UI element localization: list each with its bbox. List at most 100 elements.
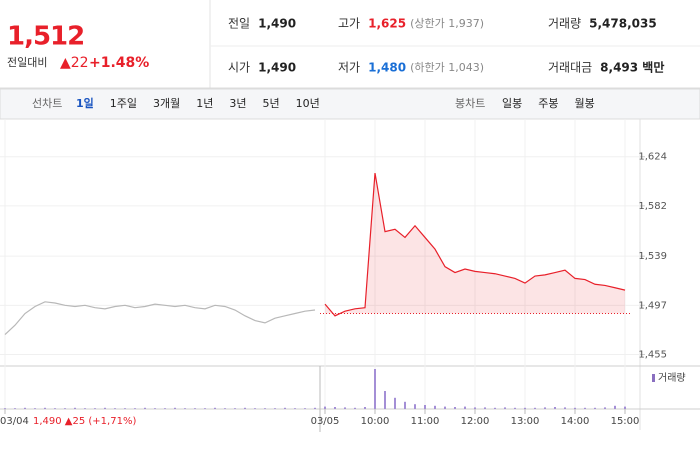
volume-bar [104,407,106,409]
change-rate: +1.48% [89,55,149,71]
volume-bar [404,401,406,409]
volume-bar [584,407,586,409]
volume-bar [94,408,96,409]
x-tick-label: 15:00 [611,416,640,427]
volume-bar [184,408,186,409]
x-tick-label: 10:00 [361,416,390,427]
tab[interactable]: 1주일 [110,96,137,110]
stat-value: 1,490 [258,61,296,75]
volume-bar [274,408,276,409]
tab[interactable]: 3개월 [153,97,180,110]
volume-bar [74,407,76,409]
volume-bar [54,408,56,409]
volume-bar [44,407,46,409]
volume-bar [24,407,26,409]
volume-bar [414,404,416,409]
x-tick-label: 03/05 [311,416,340,427]
volume-bar [454,407,456,409]
volume-bar [384,391,386,409]
stat-label: 전일 [228,17,250,31]
tab[interactable]: 1년 [196,97,213,110]
volume-bar [244,407,246,409]
volume-bar [154,408,156,409]
volume-bar [124,408,126,409]
legend-swatch [652,374,655,382]
stat-value: 1,625 [368,17,406,31]
tab[interactable]: 월봉 [575,97,595,110]
volume-bar [464,406,466,409]
x-tick-label: 13:00 [511,416,540,427]
stat-note: (상한가 1,937) [410,17,484,30]
volume-bar [334,407,336,409]
volume-bar [114,408,116,409]
tab[interactable]: 일봉 [502,96,522,110]
prev-day-info: 1,490 ▲25 (+1,71%) [33,416,136,427]
tab[interactable]: 3년 [229,97,246,110]
volume-bar [284,407,286,409]
x-tick-label: 03/04 [0,416,29,427]
volume-bar [4,408,6,409]
x-tick-label: 12:00 [461,416,490,427]
change: ▲22 [60,55,89,71]
volume-bar [234,408,236,409]
stat-value: 1,480 [368,61,406,75]
volume-bar [474,407,476,409]
volume-bar [164,408,166,409]
y-tick-label: 1,539 [638,251,667,262]
volume-bar [374,369,376,409]
volume-bar [354,407,356,409]
stat-note: (하한가 1,043) [410,60,484,74]
volume-bar [264,408,266,409]
tab[interactable]: 1일 [76,96,94,110]
volume-bar [574,407,576,409]
volume-bar [624,406,626,409]
volume-legend: 거래량 [658,372,686,384]
volume-bar [614,405,616,409]
volume-bar [444,406,446,409]
y-tick-label: 1,455 [638,349,667,360]
volume-bar [564,407,566,409]
volume-bar [314,407,316,409]
tab-label: 선차트 [32,97,62,110]
tab-label: 봉차트 [455,97,485,110]
volume-bar [224,408,226,409]
tab[interactable]: 주봉 [538,97,558,110]
volume-bar [554,407,556,409]
y-tick-label: 1,582 [638,201,667,212]
stat-label: 시가 [228,61,250,75]
price-line [4,301,316,336]
volume-bar [394,397,396,409]
volume-bar [434,405,436,409]
volume-bar [174,407,176,409]
volume-bar [304,408,306,409]
price: 1,512 [7,22,84,52]
tab[interactable]: 10년 [296,97,320,110]
volume-bar [134,408,136,409]
volume-bar [604,407,606,409]
y-tick-label: 1,624 [638,152,667,163]
volume-bar [64,408,66,409]
volume-bar [344,407,346,409]
stat-label: 저가 [338,61,360,75]
volume-bar [194,408,196,409]
volume-bar [484,407,486,409]
volume-bar [424,405,426,409]
volume-bar [514,407,516,409]
volume-bar [364,407,366,409]
volume-bar [594,407,596,409]
volume-bar [214,407,216,409]
volume-bar [254,408,256,409]
area [325,173,625,316]
volume-bar [34,408,36,409]
volume-bar [504,407,506,409]
tab[interactable]: 5년 [263,97,280,110]
y-tick-label: 1,497 [638,300,667,311]
volume-bar [534,407,536,409]
stat-value: 5,478,035 [589,17,657,31]
stat-label: 거래량 [548,17,581,31]
volume-bar [494,407,496,409]
tab-bar [0,88,700,120]
volume-bar [294,408,296,409]
